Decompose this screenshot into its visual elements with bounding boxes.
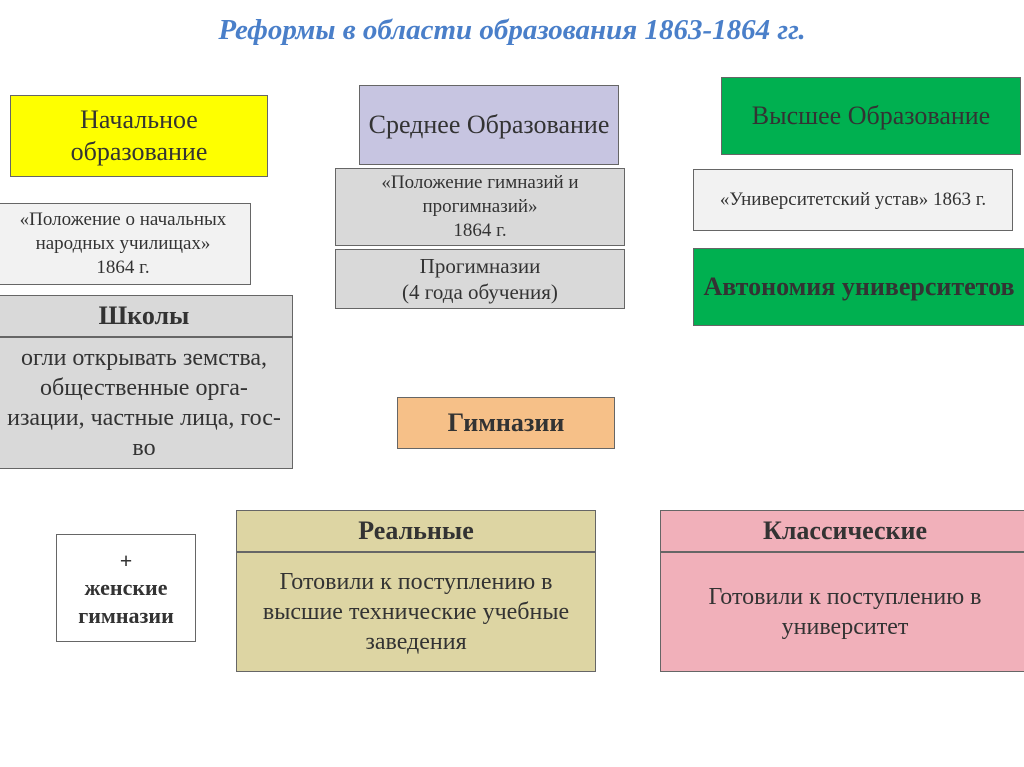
box-real-title: Реальные — [236, 510, 596, 552]
box-schools-title: Школы — [0, 295, 293, 337]
box-women-gymnasium: + женские гимназии — [56, 534, 196, 642]
label: Классические — [763, 515, 927, 548]
box-autonomy: Автономия университетов — [693, 248, 1024, 326]
label: Автономия университетов — [704, 271, 1015, 304]
label: + женские гимназии — [65, 547, 187, 630]
label: Высшее Образование — [752, 100, 990, 133]
box-gymnasium: Гимназии — [397, 397, 615, 449]
label: Начальное образование — [19, 104, 259, 169]
box-secondary-doc: «Положение гимназий и прогимназий» 1864 … — [335, 168, 625, 246]
box-classic-title: Классические — [660, 510, 1024, 552]
page-title: Реформы в области образования 1863-1864 … — [0, 14, 1024, 47]
box-higher-education: Высшее Образование — [721, 77, 1021, 155]
label: Школы — [99, 300, 190, 333]
label: «Университетский устав» 1863 г. — [720, 188, 986, 212]
label: «Положение о начальных народных училищах… — [4, 208, 242, 279]
label: огли открывать земства, общественные орг… — [4, 343, 284, 463]
label: Готовили к поступлению в университет — [669, 582, 1021, 642]
box-classic-desc: Готовили к поступлению в университет — [660, 552, 1024, 672]
box-higher-doc: «Университетский устав» 1863 г. — [693, 169, 1013, 231]
label: Среднее Образование — [369, 109, 610, 142]
label: Готовили к поступлению в высшие техничес… — [245, 567, 587, 657]
box-primary-education: Начальное образование — [10, 95, 268, 177]
box-schools-desc: огли открывать земства, общественные орг… — [0, 337, 293, 469]
label: Гимназии — [448, 407, 565, 440]
label: Прогимназии (4 года обучения) — [402, 253, 558, 306]
box-primary-doc: «Положение о начальных народных училищах… — [0, 203, 251, 285]
box-real-desc: Готовили к поступлению в высшие техничес… — [236, 552, 596, 672]
label: «Положение гимназий и прогимназий» 1864 … — [344, 171, 616, 242]
label: Реальные — [358, 515, 473, 548]
box-secondary-education: Среднее Образование — [359, 85, 619, 165]
box-progymnasium: Прогимназии (4 года обучения) — [335, 249, 625, 309]
